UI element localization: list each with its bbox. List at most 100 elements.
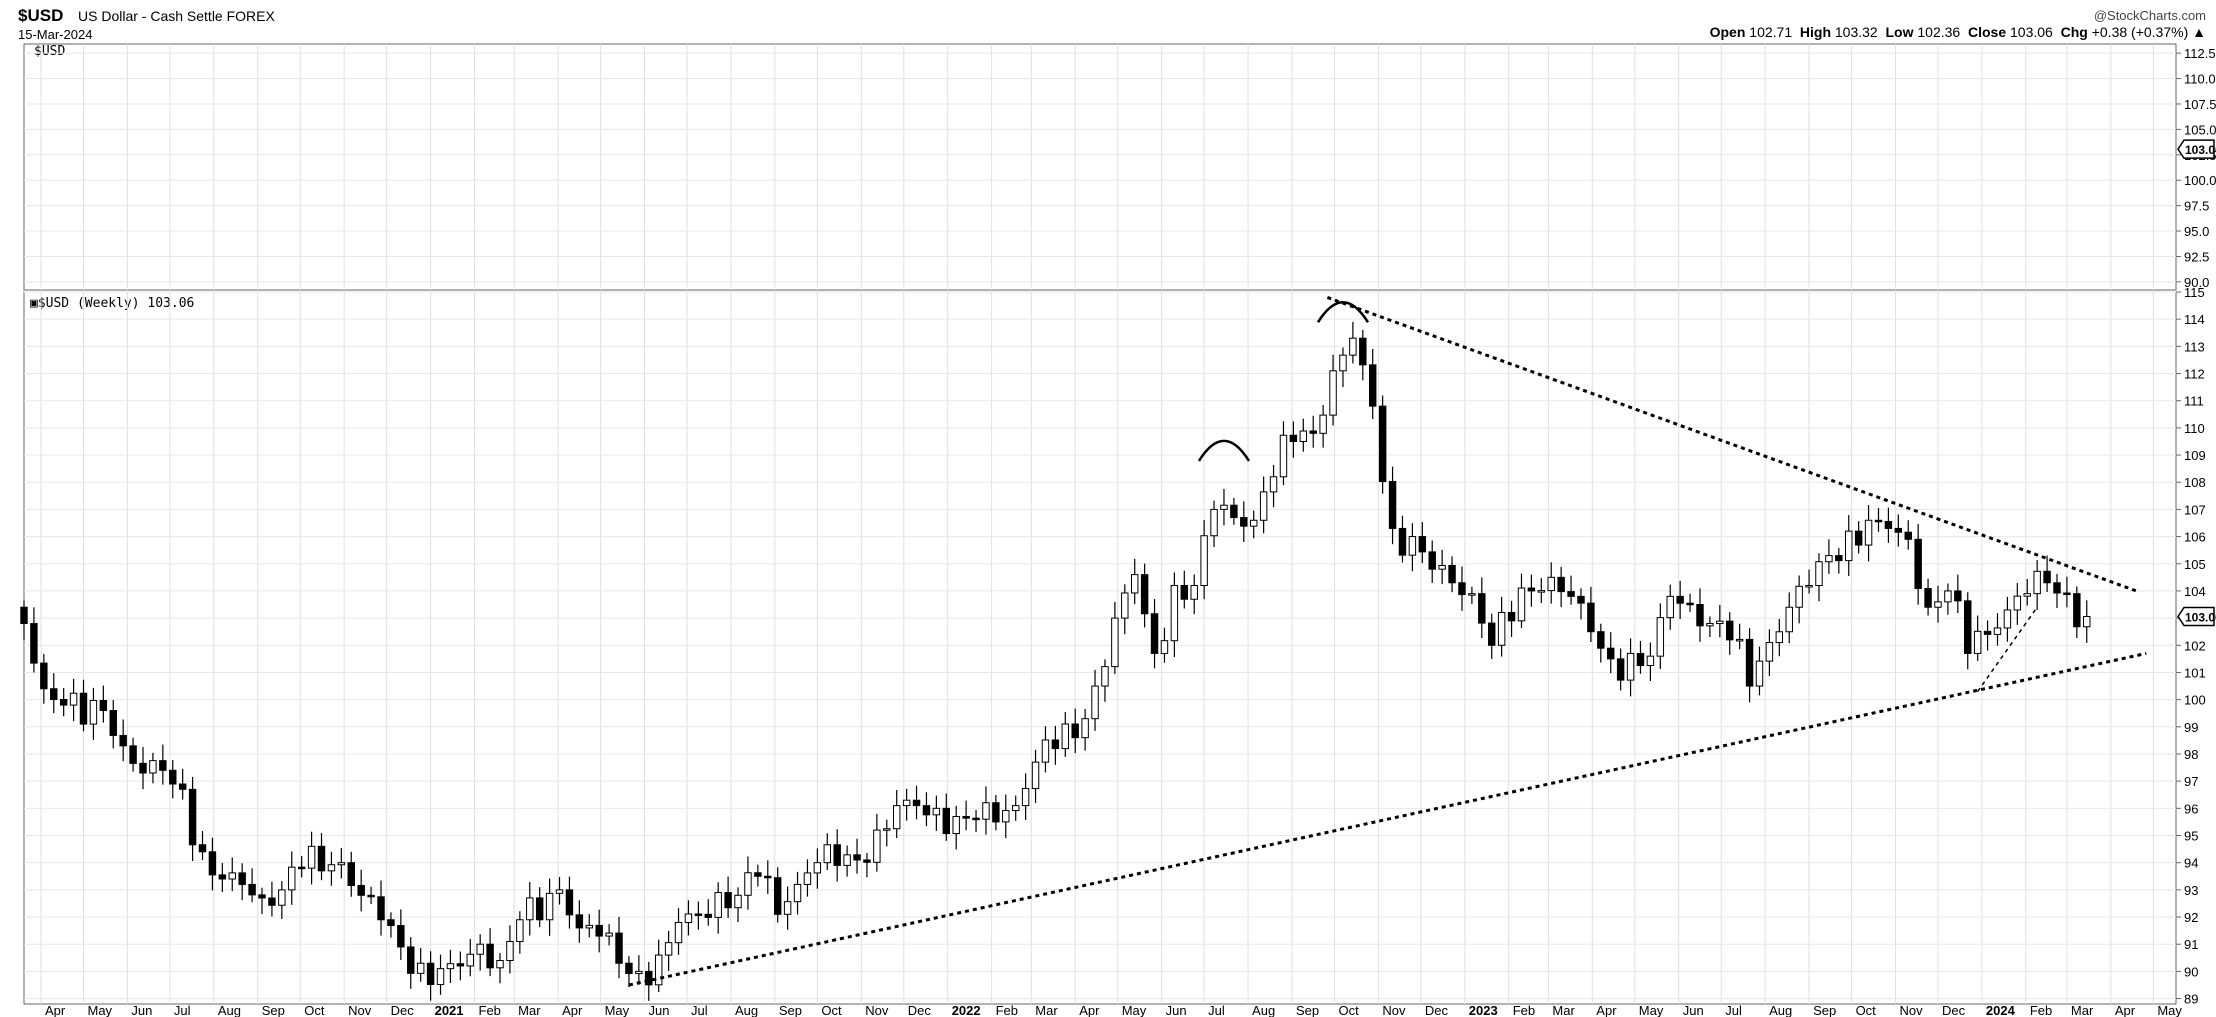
candle [2033,560,2041,610]
candle [79,679,88,732]
candle-body [1011,805,1020,812]
candle-body [1745,638,1754,687]
candle-body [764,875,772,879]
candle-body [1914,538,1922,589]
candle-body [2033,570,2041,595]
candle-body [1696,604,1704,627]
candle [1002,794,1010,839]
copyright-text: @StockCharts.com [2093,8,2206,23]
candle-body [59,699,68,706]
candle [1795,575,1803,624]
candle [1924,578,1932,616]
candle-body [813,862,822,874]
candle-body [2013,595,2022,611]
candle-body [714,892,722,918]
y-tick-label: 110 [2184,421,2205,436]
candle [962,800,970,831]
candle-body [119,734,127,747]
candle [992,795,1000,831]
x-tick-label: 2021 [435,1003,464,1017]
candle-body [1944,590,1952,603]
candle [397,909,405,960]
candle-body [1160,640,1169,654]
candle-body [744,872,752,896]
candle [754,864,762,887]
candle [2013,582,2022,625]
candle-body [1339,354,1347,372]
candle [823,833,832,871]
candle [764,860,772,894]
candle-body [1854,530,1863,546]
candle-body [278,889,286,906]
candle [654,939,663,993]
candle-body [615,932,623,964]
close-label: Close [1968,24,2007,40]
candle [1011,795,1020,821]
candle [1061,712,1070,757]
candle-body [783,901,792,915]
candle-body [1934,601,1942,608]
candle [1716,604,1724,638]
candle [1160,627,1169,663]
candle-body [1249,519,1258,527]
candle [1259,476,1268,534]
candle-body [317,845,326,872]
candle-body [1825,555,1833,563]
candle [377,880,385,936]
candle [1785,592,1793,644]
candle-body [238,872,246,885]
candle [1983,620,1992,651]
symbol-title: $USD [18,6,64,25]
candle [714,882,722,934]
candle [248,868,256,903]
y-tick-label: 99 [2184,720,2198,735]
candle-body [565,889,574,916]
chart-date: 15-Mar-2024 [18,27,93,42]
x-tick-label: Dec [908,1003,932,1017]
x-tick-label: Feb [1513,1003,1535,1017]
candle-body [1428,551,1436,570]
x-tick-label: Mar [1035,1003,1058,1017]
candle-body [516,919,524,943]
candle [288,851,296,905]
candle [1031,749,1040,803]
candle-body [1002,810,1010,823]
x-tick-label: Jun [131,1003,152,1017]
candle-body [1973,630,1982,654]
x-tick-label: Sep [262,1003,285,1017]
candle-body [1458,582,1466,596]
candle [506,925,514,974]
candle-body [228,872,236,880]
x-tick-label: Dec [1942,1003,1966,1017]
open-label: Open [1709,24,1746,40]
candle [1726,612,1734,655]
candle-body [407,946,415,974]
upper-trendline [1326,296,2137,593]
ohlc-readout: Open 102.71 High 103.32 Low 102.36 Close… [1710,24,2206,40]
candle-body [823,844,832,864]
candle [1398,515,1407,563]
candle [436,954,445,995]
candle-body [1448,564,1456,584]
candle [625,956,633,988]
candle-body [486,943,494,969]
top-y-tick-label: 95.0 [2184,224,2209,239]
candle [297,856,306,878]
main-last-price-badge: 103.06 [2177,606,2216,627]
candle [1805,569,1813,594]
candle-body [1646,655,1655,667]
candle-body [1418,536,1427,553]
x-tick-label: Apr [1596,1003,1617,1017]
candle-body [50,688,58,701]
candle-body [139,762,147,774]
candle-body [1091,685,1099,720]
candle [1140,563,1149,628]
candle-body [1983,630,1992,635]
candle [1071,708,1079,754]
x-tick-label: Sep [1813,1003,1836,1017]
x-tick-label: Jul [691,1003,708,1017]
candle [1755,646,1764,696]
candle [1319,405,1327,448]
candle [2063,576,2071,608]
